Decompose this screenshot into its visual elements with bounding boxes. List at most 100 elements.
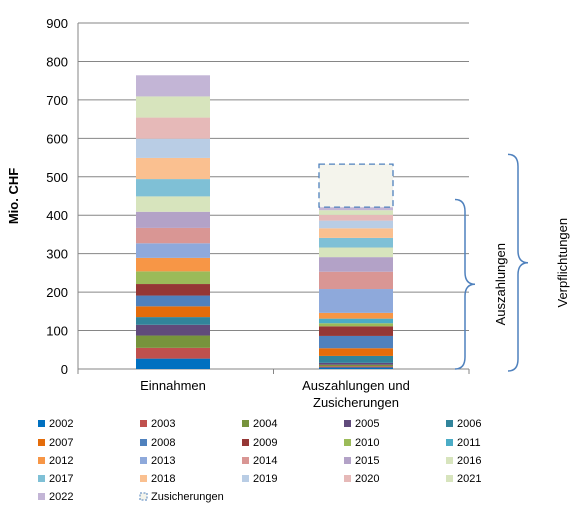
bar-segment-2015-0 — [136, 211, 210, 228]
bar-segment-Zusicherungen-1 — [318, 163, 394, 208]
bar-segment-2008-0 — [136, 295, 210, 307]
bar-segment-2018-1 — [319, 228, 393, 238]
bar-segment-2012-0 — [136, 257, 210, 272]
y-tick-label-0: 0 — [61, 362, 68, 377]
bar-segment-2002-0 — [136, 358, 210, 369]
legend-swatch-2021 — [446, 475, 453, 482]
legend-swatch-2012 — [38, 457, 45, 464]
bar-segment-2007-0 — [136, 306, 210, 318]
bar-segment-2005-0 — [136, 324, 210, 336]
legend-label-2011: 2011 — [457, 437, 481, 449]
legend-label-2022: 2022 — [49, 491, 73, 503]
legend-label-2020: 2020 — [355, 473, 379, 485]
bar-segment-2021-0 — [136, 96, 210, 118]
legend-swatch-2015 — [344, 457, 351, 464]
bar-segment-2013-1 — [319, 289, 393, 313]
y-tick-label-100: 100 — [46, 324, 68, 339]
legend-swatch-2005 — [344, 420, 351, 427]
bar-segment-2010-1 — [319, 323, 393, 327]
bar-segment-2011-1 — [319, 318, 393, 324]
legend-swatch-2003 — [140, 420, 147, 427]
bar-segment-2012-1 — [319, 312, 393, 319]
y-tick-label-300: 300 — [46, 247, 68, 262]
legend-swatch-2020 — [344, 475, 351, 482]
y-tick-label-700: 700 — [46, 93, 68, 108]
bar-segment-2009-1 — [319, 326, 393, 336]
bar-segment-2006-1 — [319, 355, 393, 363]
annotation-label-verpflichtungen: Verpflichtungen — [555, 218, 570, 308]
bar-segment-2003-0 — [136, 347, 210, 359]
legend-swatch-2008 — [140, 439, 147, 446]
legend-label-2007: 2007 — [49, 437, 73, 449]
bar-segment-2007-1 — [319, 348, 393, 356]
bar-segment-2014-0 — [136, 227, 210, 244]
legend-label-2003: 2003 — [151, 418, 175, 430]
legend-label-2012: 2012 — [49, 455, 73, 467]
bar-segment-2019-0 — [136, 138, 210, 158]
y-tick-label-200: 200 — [46, 285, 68, 300]
bar-segment-2005-1 — [319, 362, 393, 365]
bar-segment-2013-0 — [136, 243, 210, 258]
bar-segment-2022-1 — [319, 207, 393, 211]
y-axis-label: Mio. CHF — [6, 168, 21, 224]
legend-swatch-2010 — [344, 439, 351, 446]
legend-label-2019: 2019 — [253, 473, 277, 485]
legend-swatch-Zusicherungen — [139, 492, 148, 501]
legend-label-2016: 2016 — [457, 455, 481, 467]
bar-segment-2016-1 — [319, 247, 393, 258]
legend-label-Zusicherungen: Zusicherungen — [151, 491, 224, 503]
legend-label-2018: 2018 — [151, 473, 175, 485]
legend-label-2010: 2010 — [355, 437, 379, 449]
legend-label-2008: 2008 — [151, 437, 175, 449]
bar-segment-2017-0 — [136, 179, 210, 197]
bar-segment-2020-1 — [319, 214, 393, 221]
bar-segment-2015-1 — [319, 257, 393, 272]
legend-swatch-2009 — [242, 439, 249, 446]
y-tick-label-500: 500 — [46, 170, 68, 185]
legend-label-2009: 2009 — [253, 437, 277, 449]
bar-segment-2004-0 — [136, 335, 210, 348]
bar-segment-2008-1 — [319, 335, 393, 349]
bar-segment-2019-1 — [319, 220, 393, 229]
x-tick-label-0: Einnahmen — [140, 378, 206, 393]
legend-swatch-2007 — [38, 439, 45, 446]
legend-label-2015: 2015 — [355, 455, 379, 467]
y-tick-label-900: 900 — [46, 16, 68, 31]
bar-segment-2006-0 — [136, 317, 210, 325]
y-tick-label-400: 400 — [46, 208, 68, 223]
legend-label-2004: 2004 — [253, 418, 277, 430]
legend-swatch-2017 — [38, 475, 45, 482]
legend-swatch-2006 — [446, 420, 453, 427]
bar-segment-2004-1 — [319, 364, 393, 367]
legend-label-2005: 2005 — [355, 418, 379, 430]
legend-label-2013: 2013 — [151, 455, 175, 467]
legend-label-2014: 2014 — [253, 455, 277, 467]
bar-segment-2009-0 — [136, 284, 210, 296]
bar-segment-2003-1 — [319, 366, 393, 368]
legend-swatch-2016 — [446, 457, 453, 464]
legend-swatch-2011 — [446, 439, 453, 446]
legend-swatch-2018 — [140, 475, 147, 482]
bar-segment-2018-0 — [136, 157, 210, 180]
bar-segment-2002-1 — [319, 367, 393, 369]
legend-label-2017: 2017 — [49, 473, 73, 485]
legend-label-2021: 2021 — [457, 473, 481, 485]
legend-swatch-2022 — [38, 493, 45, 500]
y-tick-label-600: 600 — [46, 131, 68, 146]
brace-verpflichtungen — [507, 153, 529, 372]
bar-segment-2014-1 — [319, 271, 393, 290]
bar-segment-2021-1 — [319, 210, 393, 215]
bar-segment-2010-0 — [136, 271, 210, 285]
annotation-label-auszahlungen: Auszahlungen — [493, 243, 508, 325]
legend-swatch-2014 — [242, 457, 249, 464]
legend-label-2002: 2002 — [49, 418, 73, 430]
bar-segment-2020-0 — [136, 117, 210, 139]
bar-segment-2016-0 — [136, 196, 210, 212]
x-tick-label-1: Auszahlungen und — [302, 378, 410, 393]
x-tick-label-1-cont: Zusicherungen — [313, 395, 399, 410]
bar-segment-2022-0 — [136, 75, 210, 97]
legend-swatch-2002 — [38, 420, 45, 427]
legend-swatch-2019 — [242, 475, 249, 482]
